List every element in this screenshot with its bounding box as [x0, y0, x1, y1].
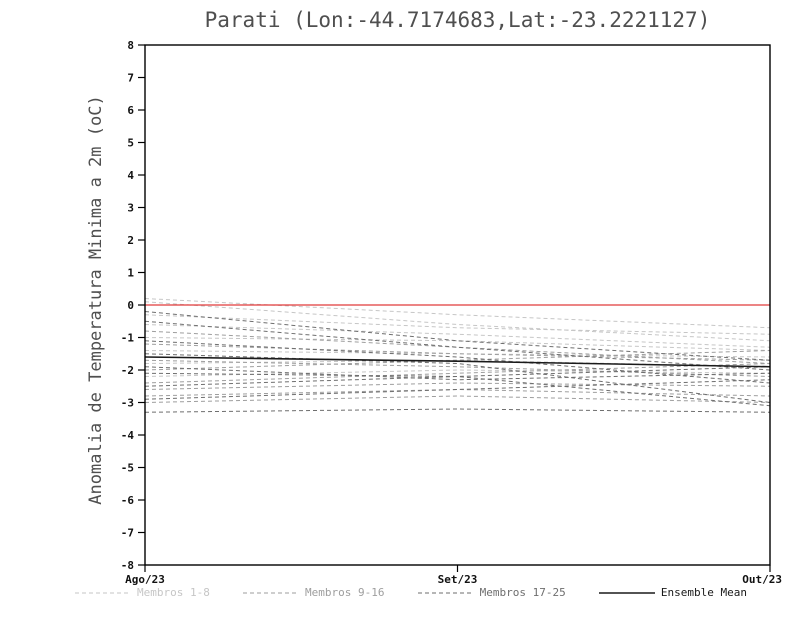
- ensemble-member-line-group2: [144, 363, 771, 384]
- chart-legend: Membros 1-8 Membros 9-16 Membros 17-25 Ense…: [75, 586, 747, 599]
- ensemble-member-line-group1: [144, 314, 771, 335]
- y-tick-label: 3: [127, 202, 134, 215]
- y-tick-label: 4: [127, 169, 134, 182]
- ensemble-member-line-group1: [144, 301, 771, 342]
- ensemble-member-line-group2: [144, 395, 771, 403]
- y-tick-label: -8: [121, 559, 134, 572]
- legend-label: Membros 9-16: [305, 586, 385, 599]
- y-tick-label: -3: [121, 397, 134, 410]
- y-tick-label: -1: [121, 332, 135, 345]
- ensemble-member-line-group3: [144, 372, 771, 407]
- ensemble-member-line-group2: [144, 330, 771, 364]
- chart-title: Parati (Lon:-44.7174683,Lat:-23.2221127): [204, 8, 711, 32]
- y-tick-label: 2: [127, 234, 134, 247]
- y-tick-label: -2: [121, 364, 134, 377]
- legend-label: Membros 17-25: [479, 586, 566, 599]
- legend-label: Membros 1-8: [137, 586, 210, 599]
- ensemble-member-line-group2: [144, 359, 771, 377]
- ensemble-member-line-group3: [144, 408, 771, 413]
- legend-line-sample: [75, 592, 131, 593]
- legend-item: Membros 9-16: [243, 586, 385, 599]
- x-tick-label: Set/23: [438, 573, 478, 586]
- ensemble-member-line-group1: [144, 350, 771, 358]
- ensemble-member-line-group2: [144, 382, 771, 390]
- y-tick-label: -6: [121, 494, 135, 507]
- ensemble-member-line-group3: [144, 366, 771, 387]
- ensemble-member-line-group1: [144, 369, 771, 377]
- y-tick-label: 7: [127, 72, 134, 85]
- legend-line-sample: [598, 591, 655, 594]
- legend-item: Membros 1-8: [75, 586, 210, 599]
- y-tick-label: 0: [127, 299, 134, 312]
- ensemble-member-line-group3: [144, 366, 771, 381]
- legend-item: Ensemble Mean: [598, 586, 747, 599]
- y-tick-label: -5: [121, 462, 134, 475]
- legend-label: Ensemble Mean: [660, 586, 747, 599]
- legend-item: Membros 17-25: [417, 586, 566, 599]
- ensemble-member-line-group1: [144, 337, 771, 351]
- x-tick-label: Out/23: [742, 573, 782, 586]
- ensemble-mean-line: [144, 356, 771, 368]
- ensemble-member-line-group2: [144, 388, 771, 397]
- ensemble-member-line-group1: [144, 298, 771, 329]
- ensemble-member-line-group3: [144, 379, 771, 400]
- legend-line-sample: [243, 592, 300, 593]
- y-tick-label: -4: [121, 429, 135, 442]
- x-tick-label: Ago/23: [125, 573, 165, 586]
- ensemble-member-line-group2: [144, 350, 771, 371]
- y-tick-label: -7: [121, 527, 134, 540]
- y-tick-label: 8: [127, 39, 134, 52]
- y-tick-label: 1: [127, 267, 134, 280]
- y-tick-label: 6: [127, 104, 134, 117]
- ensemble-member-line-group1: [144, 324, 771, 348]
- legend-line-sample: [417, 592, 474, 593]
- ensemble-member-line-group3: [144, 340, 771, 384]
- y-tick-label: 5: [127, 137, 134, 150]
